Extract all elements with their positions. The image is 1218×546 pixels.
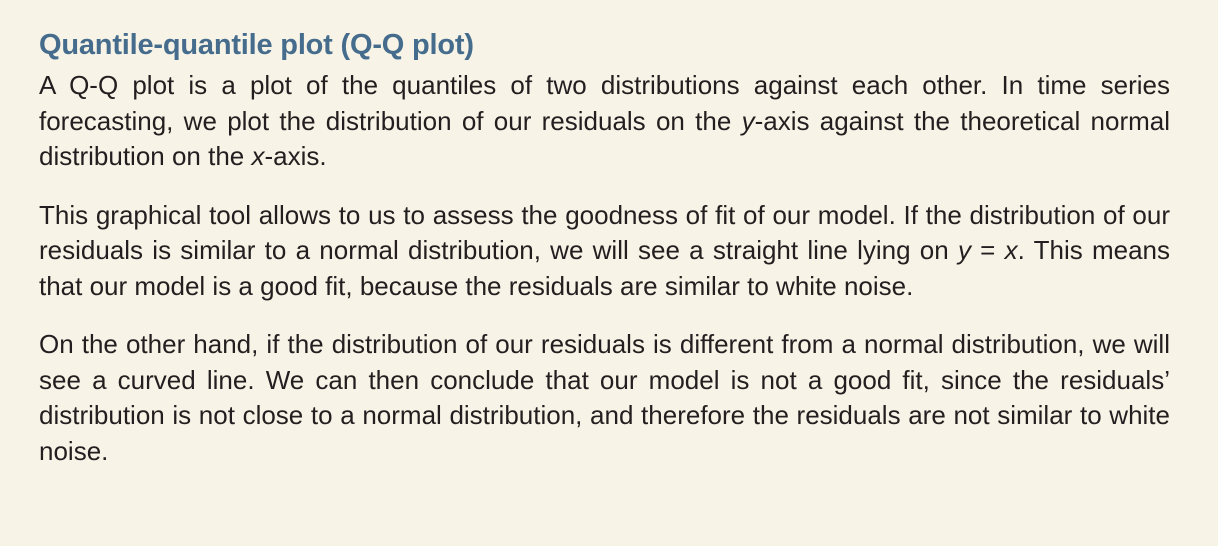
y-variable: y [741, 105, 755, 136]
paragraph-text: -axis. [264, 141, 327, 171]
paragraph-qq-definition: A Q-Q plot is a plot of the quantiles of… [39, 68, 1170, 175]
paragraph-text: A Q-Q plot is a plot of the quantiles of… [39, 70, 1170, 136]
paragraph-curved-line: On the other hand, if the distribution o… [39, 329, 1170, 466]
paragraph-text: This graphical tool allows to us to asse… [39, 199, 1170, 266]
equals-sign: = [970, 235, 1005, 265]
y-variable: y [957, 235, 971, 265]
x-variable: x [1004, 235, 1018, 265]
paragraph-text: -axis against the theoretical normal dis… [39, 105, 1170, 172]
paragraph-text: . This means that our model is a good fi… [39, 235, 1170, 301]
sidebar-title: Quantile-quantile plot (Q-Q plot) [39, 29, 474, 61]
paragraph-goodness-of-fit: This graphical tool allows to us to asse… [39, 198, 1170, 305]
x-variable: x [251, 141, 265, 171]
